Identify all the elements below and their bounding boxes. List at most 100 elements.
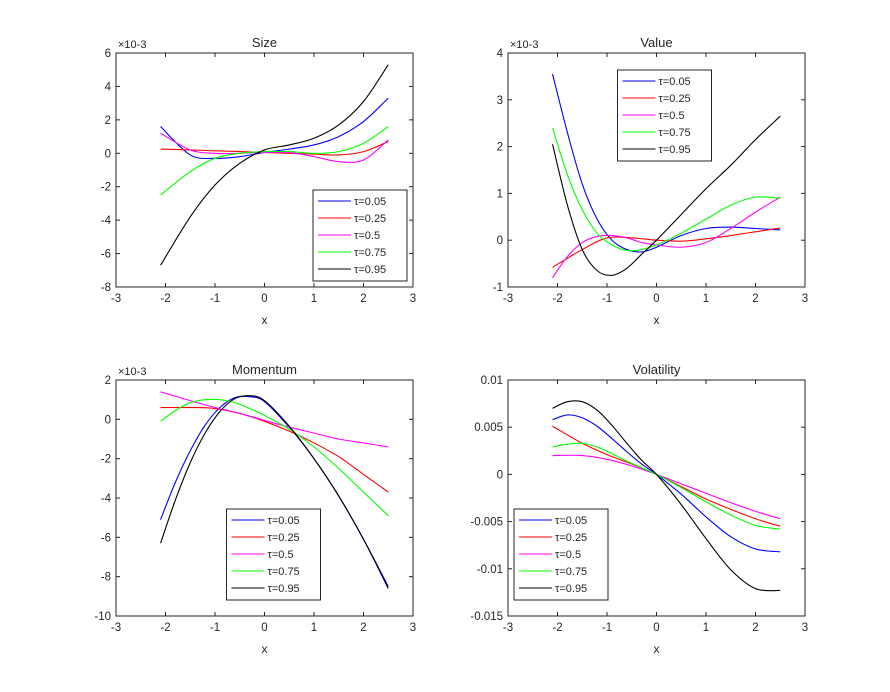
series-line-2 [160,141,389,156]
y-tick-label: 0 [497,469,503,481]
series-group [160,391,389,589]
x-tick-label: -3 [503,622,513,634]
y-tick-label: 0 [105,148,111,160]
x-tick-label: 2 [360,293,366,305]
legend-label: τ=0.95 [659,144,691,156]
x-tick-label: 3 [410,293,416,305]
series-line-4 [160,126,389,196]
legend-label: τ=0.95 [555,583,587,595]
y-tick-label: -1 [493,282,503,294]
series-line-4 [552,127,781,252]
y-tick-label: 0.01 [481,375,503,387]
series-line-5 [552,115,781,276]
series-line-1 [552,414,781,553]
chart-panel-volatility: Volatility -3 -2 -1 0 1 2 3 -0.015 -0.01 -0.005 0 0.… [470,362,808,656]
y-tick-label: 2 [497,142,503,154]
series-line-5 [160,64,389,266]
legend-label: τ=0.25 [555,532,587,544]
y-tick-label: -0.015 [470,611,503,623]
legend-label: τ=0.25 [268,532,300,544]
legend-label: τ=0.25 [354,213,386,225]
x-tick-label: -3 [111,293,121,305]
x-tick-label: 1 [703,293,709,305]
series-line-5 [160,395,389,589]
legend-label: τ=0.95 [268,583,300,595]
x-tick-label: -2 [160,293,170,305]
y-tick-label: -8 [101,282,111,294]
series-group [552,73,781,278]
x-tick-label: -1 [210,293,220,305]
axis-exponent: ×10-3 [118,39,146,51]
y-tick-label: 2 [105,115,111,127]
legend-label: τ=0.5 [268,549,294,561]
legend-label: τ=0.05 [659,76,691,88]
series-line-3 [552,196,781,278]
legend-label: τ=0.5 [354,230,380,242]
series-line-4 [552,442,781,530]
legend: τ=0.05 τ=0.25 τ=0.5 τ=0.75 τ=0.95 [513,508,609,601]
y-tick-label: -2 [101,454,111,466]
legend-label: τ=0.05 [354,196,386,208]
y-tick-label: 4 [497,48,504,60]
y-tick-label: 0 [105,414,111,426]
x-tick-label: -1 [602,293,612,305]
x-tick-label: -2 [160,622,170,634]
series-line-2 [160,406,389,493]
x-tick-label: 1 [311,622,317,634]
chart-title: Volatility [633,362,681,377]
y-tick-label: -6 [101,249,111,261]
chart-panel-size: Size×10-3-3 -2 -1 0 1 2 3-8-6-4-20246xτ=0.05τ=… [101,35,416,327]
x-axis-label: x [654,313,660,327]
x-tick-label: 0 [653,622,659,634]
x-tick-label: 2 [360,622,366,634]
legend-label: τ=0.5 [659,110,685,122]
axis-exponent: ×10-3 [118,366,146,378]
legend: τ=0.05 τ=0.25 τ=0.5 τ=0.75 τ=0.95 [617,69,712,162]
y-tick-label: -4 [101,215,112,227]
x-tick-label: 1 [311,293,317,305]
legend-label: τ=0.5 [555,549,581,561]
legend-label: τ=0.05 [268,515,300,527]
legend-label: τ=0.75 [555,566,587,578]
y-tick-label: 1 [497,188,503,200]
legend-label: τ=0.75 [354,247,386,259]
x-tick-label: 0 [261,622,267,634]
series-line-4 [160,398,389,517]
x-axis-label: x [654,642,660,656]
series-line-3 [552,454,781,520]
series-line-2 [552,227,781,268]
series-group [160,64,389,266]
x-tick-label: -3 [111,622,121,634]
x-tick-label: -2 [552,622,562,634]
series-line-1 [160,97,389,160]
legend-label: τ=0.05 [555,515,587,527]
x-tick-label: -2 [552,293,562,305]
legend: τ=0.05 τ=0.25 τ=0.5 τ=0.75 τ=0.95 [312,189,408,282]
legend-label: τ=0.75 [659,127,691,139]
y-tick-label: 6 [105,48,111,60]
x-tick-label: -1 [210,622,220,634]
chart-title: Value [640,35,672,50]
series-group [552,400,781,592]
legend-label: τ=0.25 [659,93,691,105]
legend-label: τ=0.95 [354,264,386,276]
chart-panel-momentum: Momentum×10-3-3 -2 -1 0 1 2 3-10-8-6-4-202xτ=0… [94,362,416,656]
y-tick-label: 0.005 [474,422,503,434]
series-line-5 [552,400,781,592]
y-tick-label: 2 [105,375,111,387]
y-tick-label: -0.005 [470,517,503,529]
y-tick-label: -6 [101,532,111,544]
x-tick-label: 0 [261,293,267,305]
chart-title: Momentum [232,362,297,377]
chart-title: Size [252,35,277,50]
series-line-1 [552,73,781,253]
y-tick-label: 4 [105,81,112,93]
x-tick-label: -3 [503,293,513,305]
series-line-3 [160,132,389,163]
x-axis-label: x [262,313,268,327]
x-tick-label: -1 [602,622,612,634]
x-tick-label: 3 [802,293,808,305]
x-tick-label: 1 [703,622,709,634]
x-tick-label: 0 [653,293,659,305]
